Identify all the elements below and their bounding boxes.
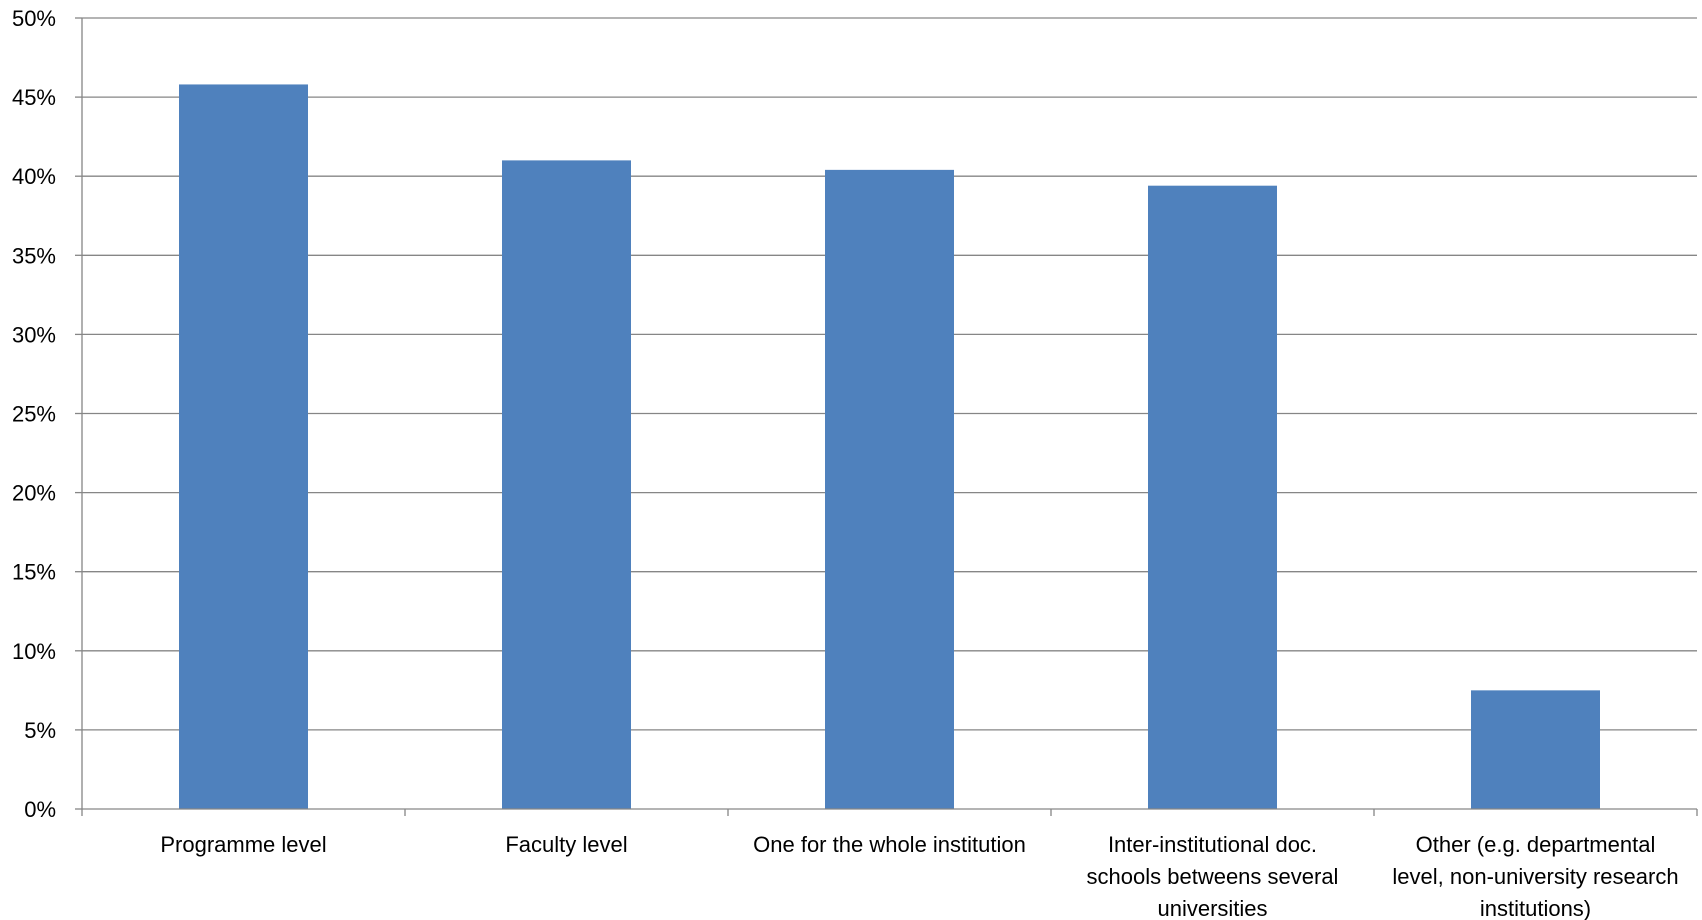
y-tick-label: 25% [12,402,56,427]
x-tick-label: One for the whole institution [753,832,1026,857]
axes [75,17,1698,816]
y-tick-label: 30% [12,322,56,347]
bar [179,84,308,810]
x-tick-label-line: universities [1157,896,1267,920]
y-tick-label: 50% [12,6,56,31]
y-tick-label: 5% [24,718,56,743]
bar [1471,690,1600,809]
x-tick-label-line: level, non-university research [1392,864,1678,889]
x-tick-label: Inter-institutional doc. schools betweens… [1087,832,1339,920]
y-tick-label: 10% [12,639,56,664]
bar [502,160,631,809]
x-tick-label-line: schools betweens several [1087,864,1339,889]
x-tick-label-line: One for the whole institution [753,832,1026,857]
y-tick-label: 45% [12,85,56,110]
y-tick-label: 0% [24,797,56,822]
x-tick-label-line: institutions) [1480,896,1591,920]
bar [825,169,954,809]
x-tick-label-line: Faculty level [505,832,627,857]
x-tick-label: Other (e.g. departmental level, non-unive… [1392,832,1678,920]
y-tick-label: 40% [12,164,56,189]
bar [1148,185,1277,809]
x-tick-label-line: Inter-institutional doc. [1108,832,1317,857]
bars [179,84,1600,810]
y-tick-labels: 0% 5% 10% 15% 20% 25% 30% 35% 40% 45% 50% [12,6,56,822]
x-tick-label-line: Programme level [160,832,326,857]
x-tick-labels: Programme level Faculty level One for the … [160,832,1678,920]
x-tick-label-line: Other (e.g. departmental [1416,832,1656,857]
y-tick-label: 15% [12,560,56,585]
x-tick-label: Programme level [160,832,326,857]
x-tick-label: Faculty level [505,832,627,857]
y-tick-label: 35% [12,243,56,268]
y-tick-label: 20% [12,481,56,506]
